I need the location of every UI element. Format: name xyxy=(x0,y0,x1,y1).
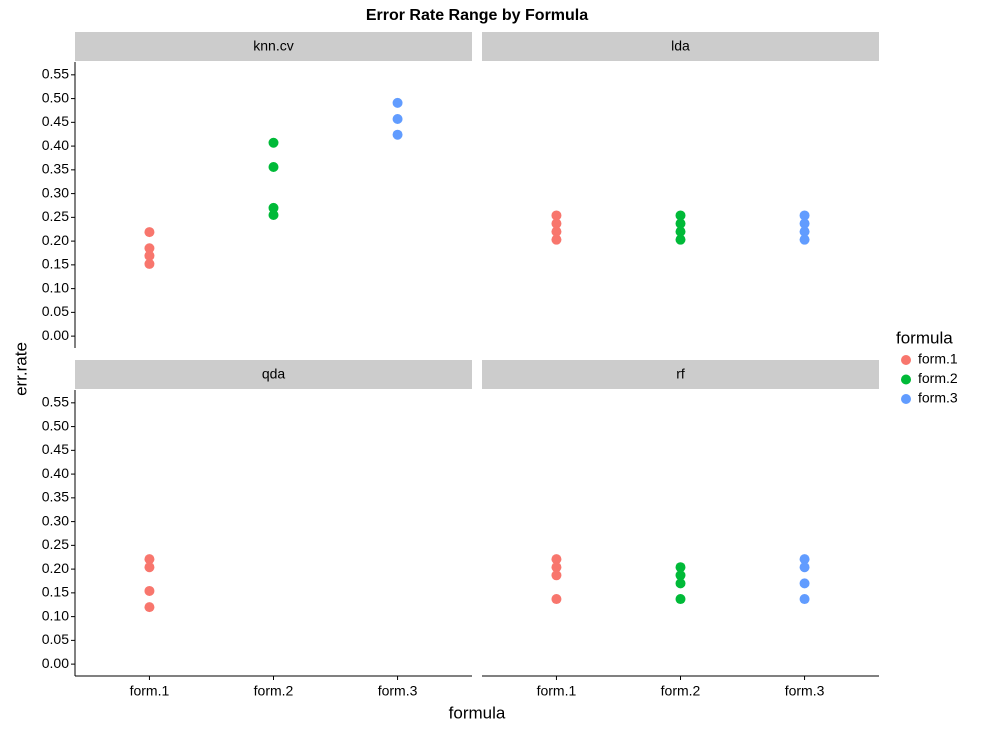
point xyxy=(268,209,279,220)
facet-strip xyxy=(75,360,472,389)
legend-label: form.3 xyxy=(918,390,958,406)
y-tick-label: 0.45 xyxy=(42,441,69,457)
facet-title: rf xyxy=(676,366,685,382)
point xyxy=(675,234,686,245)
point xyxy=(799,218,810,229)
point xyxy=(551,218,562,229)
point xyxy=(675,594,686,605)
y-tick-label: 0.40 xyxy=(42,465,69,481)
facet-title: knn.cv xyxy=(253,38,293,54)
point xyxy=(675,218,686,229)
y-tick-label: 0.05 xyxy=(42,303,69,319)
facet-title: qda xyxy=(262,366,286,382)
x-axis-label: formula xyxy=(449,703,506,722)
chart-title: Error Rate Range by Formula xyxy=(366,7,588,24)
y-tick-label: 0.45 xyxy=(42,113,69,129)
y-tick-label: 0.30 xyxy=(42,184,69,200)
facet-strip xyxy=(482,360,879,389)
point xyxy=(268,137,279,148)
point xyxy=(144,243,155,254)
point xyxy=(799,210,810,221)
point xyxy=(799,554,810,565)
y-tick-label: 0.25 xyxy=(42,536,69,552)
y-tick-label: 0.55 xyxy=(42,394,69,410)
point xyxy=(799,226,810,237)
point xyxy=(551,562,562,573)
point xyxy=(392,97,403,108)
y-tick-label: 0.40 xyxy=(42,137,69,153)
x-tick-label: form.3 xyxy=(785,683,825,699)
y-tick-label: 0.50 xyxy=(42,417,69,433)
y-tick-label: 0.30 xyxy=(42,512,69,528)
point xyxy=(144,562,155,573)
point xyxy=(799,562,810,573)
y-tick-label: 0.10 xyxy=(42,279,69,295)
point xyxy=(268,202,279,213)
point xyxy=(675,562,686,573)
y-tick-label: 0.20 xyxy=(42,560,69,576)
y-tick-label: 0.00 xyxy=(42,655,69,671)
point xyxy=(551,594,562,605)
point xyxy=(799,234,810,245)
legend-title: formula xyxy=(896,328,953,347)
y-tick-label: 0.25 xyxy=(42,208,69,224)
y-tick-label: 0.15 xyxy=(42,584,69,600)
y-tick-label: 0.50 xyxy=(42,89,69,105)
point xyxy=(144,585,155,596)
point xyxy=(144,227,155,238)
facet-strip xyxy=(482,32,879,61)
legend-marker xyxy=(901,394,911,404)
point xyxy=(799,594,810,605)
point xyxy=(144,602,155,613)
point xyxy=(144,554,155,565)
point xyxy=(392,114,403,125)
point xyxy=(144,258,155,269)
facet-title: lda xyxy=(671,38,690,54)
point xyxy=(268,161,279,172)
legend-label: form.1 xyxy=(918,351,958,367)
x-tick-label: form.1 xyxy=(130,683,170,699)
x-tick-label: form.1 xyxy=(537,683,577,699)
x-tick-label: form.2 xyxy=(254,683,294,699)
legend-marker xyxy=(901,374,911,385)
y-tick-label: 0.05 xyxy=(42,631,69,647)
point xyxy=(551,226,562,237)
facet-strip xyxy=(75,32,472,61)
point xyxy=(551,210,562,221)
point xyxy=(799,578,810,589)
point xyxy=(675,570,686,581)
y-tick-label: 0.15 xyxy=(42,256,69,272)
y-axis-label: err.rate xyxy=(11,342,30,396)
y-tick-label: 0.35 xyxy=(42,489,69,505)
x-tick-label: form.3 xyxy=(378,683,418,699)
y-tick-label: 0.20 xyxy=(42,232,69,248)
point xyxy=(675,226,686,237)
x-tick-label: form.2 xyxy=(661,683,701,699)
point xyxy=(392,129,403,140)
point xyxy=(551,570,562,581)
y-tick-label: 0.00 xyxy=(42,327,69,343)
y-tick-label: 0.10 xyxy=(42,607,69,623)
point xyxy=(144,250,155,261)
legend-label: form.2 xyxy=(918,370,958,386)
y-tick-label: 0.35 xyxy=(42,161,69,177)
point xyxy=(675,210,686,221)
point xyxy=(551,234,562,245)
y-tick-label: 0.55 xyxy=(42,66,69,82)
legend-marker xyxy=(901,355,911,365)
point xyxy=(551,554,562,565)
point xyxy=(675,578,686,589)
